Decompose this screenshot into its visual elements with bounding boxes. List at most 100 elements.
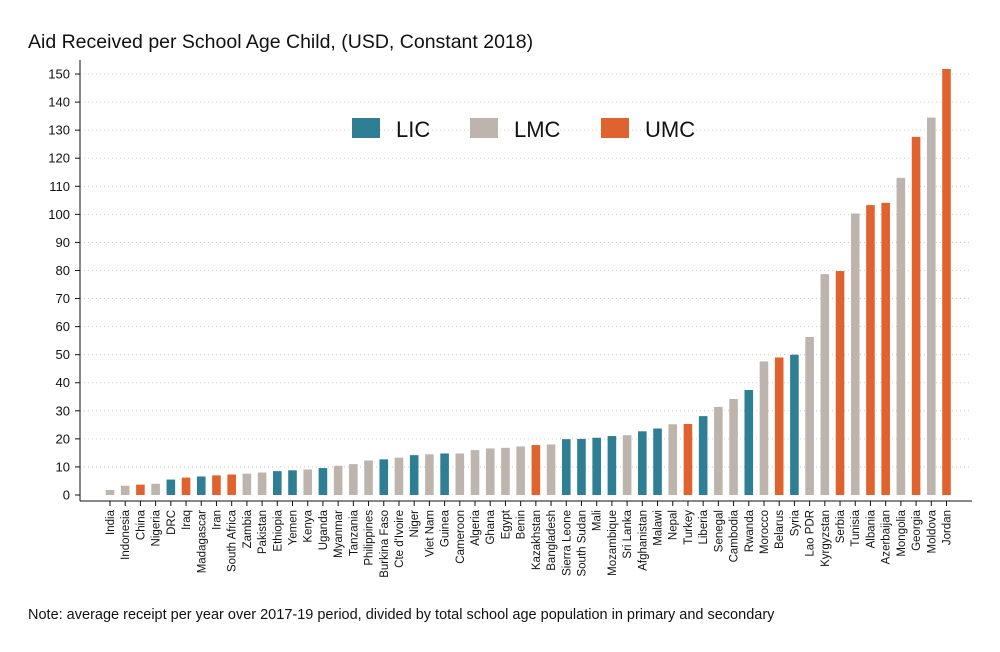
y-tick-label: 10 [56, 459, 70, 474]
bar [653, 428, 662, 495]
bar [425, 454, 434, 495]
y-tick-label: 150 [48, 67, 70, 82]
x-tick-label: South Africa [227, 509, 239, 572]
y-tick-label: 50 [56, 347, 70, 362]
bar [561, 439, 571, 495]
x-tick-label: Lao PDR [805, 510, 817, 557]
x-tick-label: Cte d'Ivoire [394, 510, 406, 568]
x-tick-label: Turkey [683, 510, 695, 545]
x-tick-label: Belarus [774, 510, 786, 549]
x-tick-label: India [105, 509, 117, 535]
x-tick-label: Cambodia [729, 509, 741, 562]
y-tick-label: 140 [48, 95, 70, 110]
bar [166, 479, 176, 495]
chart-title: Aid Received per School Age Child, (USD,… [28, 31, 533, 53]
bar [379, 459, 389, 495]
x-tick-label: Kenya [303, 509, 315, 542]
x-tick-label: China [135, 509, 147, 540]
bar [227, 474, 236, 495]
bar [805, 336, 814, 495]
bar [668, 424, 678, 495]
x-tick-label: Jordan [942, 510, 954, 545]
x-tick-label: Philippines [364, 510, 376, 566]
bar [394, 457, 404, 495]
y-tick-label: 20 [56, 431, 70, 446]
x-tick-label: Moldova [926, 509, 938, 553]
bar [531, 445, 541, 495]
x-tick-label: Myanmar [333, 510, 345, 558]
x-tick-label: Viet Nam [424, 510, 436, 557]
bar [440, 453, 449, 495]
x-tick-label: Egypt [500, 509, 512, 539]
x-tick-label: Rwanda [744, 509, 756, 552]
x-tick-label: Albania [865, 509, 877, 548]
x-tick-label: Nigeria [151, 509, 163, 546]
legend-swatch [470, 118, 498, 138]
y-tick-label: 0 [63, 488, 70, 503]
bar [942, 68, 951, 495]
x-tick-label: Senegal [713, 510, 725, 552]
gridlines [80, 73, 972, 468]
x-tick-labels: India Indonesia China Nigeria DRC Iraq Madagas… [105, 501, 954, 578]
legend-swatch [352, 118, 380, 138]
bar [257, 472, 267, 495]
bar [318, 468, 328, 495]
bar [516, 446, 525, 495]
x-tick-label: Pakistan [257, 510, 269, 554]
y-tick-label: 30 [56, 403, 70, 418]
y-tick-label: 130 [48, 123, 70, 138]
x-tick-label: Afghanistan [637, 510, 649, 571]
bar [364, 460, 373, 495]
legend-label: LMC [514, 117, 561, 142]
y-tick-label: 40 [56, 375, 70, 390]
x-tick-label: Algeria [470, 509, 482, 545]
x-tick-label: Nepal [668, 510, 680, 540]
bars [105, 68, 951, 495]
bar [866, 205, 875, 495]
bar [774, 357, 784, 495]
x-tick-label: DRC [166, 510, 178, 535]
y-tick-label: 110 [49, 179, 70, 194]
x-tick-label: Mali [592, 510, 604, 531]
bar [744, 390, 754, 495]
bar [607, 436, 617, 495]
bar [790, 354, 799, 495]
bar [683, 423, 693, 495]
bar [196, 476, 206, 495]
bar [638, 431, 647, 495]
x-tick-label: Georgia [911, 509, 923, 551]
bar [273, 471, 282, 495]
bar [181, 477, 191, 495]
x-tick-label: Liberia [698, 509, 710, 544]
bar [577, 438, 586, 495]
bar [151, 483, 160, 495]
bar [242, 473, 252, 495]
bar [896, 177, 906, 495]
legend-label: LIC [396, 117, 430, 142]
legend: LIC LMC UMC [352, 117, 695, 142]
x-tick-label: Mongolia [896, 509, 908, 556]
bar [850, 213, 860, 495]
y-tick-label: 100 [48, 207, 70, 222]
x-tick-label: Syria [789, 509, 801, 536]
y-tick-label: 70 [56, 291, 70, 306]
bar [485, 448, 495, 495]
x-tick-label: Iran [211, 510, 223, 530]
bar [455, 453, 465, 495]
x-tick-label: Malawi [653, 510, 665, 546]
bar [501, 447, 510, 495]
y-tick-label: 60 [56, 319, 70, 334]
bar [759, 361, 769, 495]
x-tick-label: Indonesia [120, 509, 132, 559]
y-tick-label: 80 [56, 263, 70, 278]
bar [714, 406, 723, 495]
y-tick-label: 120 [48, 151, 70, 166]
bar [409, 455, 419, 495]
bar [820, 274, 830, 495]
bar [303, 469, 313, 495]
bar [835, 271, 845, 495]
bar [546, 444, 556, 495]
x-tick-label: Ethiopia [272, 509, 284, 551]
bar [622, 435, 632, 495]
